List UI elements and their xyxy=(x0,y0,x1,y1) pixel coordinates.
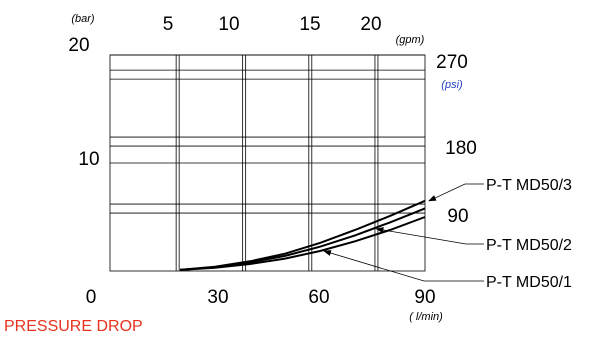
y-tick-psi-270: 270 xyxy=(436,52,468,73)
legend-pointer-3 xyxy=(323,250,484,282)
legend-label-2: P-T MD50/2 xyxy=(486,237,572,254)
y-tick-psi-90: 90 xyxy=(447,206,468,227)
chart-text: 0 30 60 90 ( l/min) 5 10 15 20 (gpm) (bar) 20 10 270 (… xyxy=(68,13,572,323)
x-tick-lmin-60: 60 xyxy=(308,287,329,308)
x-tick-gpm-20: 20 xyxy=(360,14,381,35)
y-tick-bar-20: 20 xyxy=(68,35,89,56)
y-unit-psi: (psi) xyxy=(441,79,463,91)
y-tick-psi-180: 180 xyxy=(445,138,477,159)
chart-title: PRESSURE DROP xyxy=(4,318,143,335)
x-unit-gpm: (gpm) xyxy=(396,34,425,46)
x-tick-lmin-0: 0 xyxy=(86,287,97,308)
grid xyxy=(109,54,426,272)
y-unit-bar: (bar) xyxy=(71,13,95,25)
curves xyxy=(179,199,426,271)
legend-label-1: P-T MD50/3 xyxy=(486,177,572,194)
legend-pointers xyxy=(323,183,484,282)
x-tick-gpm-10: 10 xyxy=(218,14,239,35)
x-unit-lmin: ( l/min) xyxy=(409,311,443,323)
legend-pointer-1 xyxy=(428,183,484,202)
y-tick-bar-10: 10 xyxy=(78,149,99,170)
curve-1 xyxy=(179,199,426,271)
legend-label-3: P-T MD50/1 xyxy=(486,274,572,291)
x-tick-lmin-90: 90 xyxy=(414,287,435,308)
curve-3 xyxy=(179,216,426,271)
x-tick-gpm-15: 15 xyxy=(299,14,320,35)
legend-pointer-2 xyxy=(375,227,484,245)
x-tick-lmin-30: 30 xyxy=(207,287,228,308)
x-tick-gpm-5: 5 xyxy=(163,14,174,35)
